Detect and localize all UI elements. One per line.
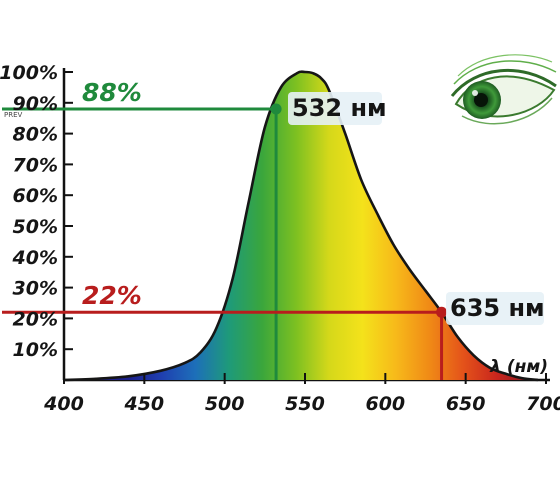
x-tick-label: 450 [123,393,164,415]
prev-label[interactable]: PREV [4,111,23,119]
y-tick-label: 20% [13,308,58,330]
tick-layer: 10% 20% 30% 40% 50% 60% 70% 80% 90% 100% 400 450 500… [0,62,560,415]
sensitivity-curve [63,70,539,382]
y-tick-label: 100% [0,62,58,84]
y-tick-label: 50% [13,216,58,238]
x-tick-label: 650 [446,393,486,415]
y-tick-label: 30% [13,278,58,300]
y-tick-label: 70% [13,154,58,176]
marker-layer: 88% 532 нм 22% 635 нм [2,78,545,380]
eye-icon [450,54,557,125]
x-tick-label: 600 [365,393,405,415]
marker-point [436,306,448,318]
marker-nm-bg [446,292,544,325]
y-tick-label: 40% [12,247,58,269]
x-tick-label: 550 [285,393,325,415]
marker-point [270,103,282,115]
marker-percent-label: 88% [82,78,142,107]
y-tick-label: 90% [13,93,58,115]
x-tick-label: 700 [526,393,560,415]
marker-nm-label: 532 нм [292,94,387,122]
y-tick-label: 10% [13,339,58,361]
x-tick-label: 400 [43,393,84,415]
x-unit-label: λ (нм) [489,357,548,377]
marker-nm-bg [288,92,382,125]
x-tick-label: 500 [205,393,245,415]
curve-layer [63,70,539,382]
marker-nm-label: 635 нм [450,294,545,322]
marker-percent-label: 22% [82,281,142,310]
y-tick-label: 60% [13,185,58,207]
y-tick-label: 80% [13,124,58,146]
